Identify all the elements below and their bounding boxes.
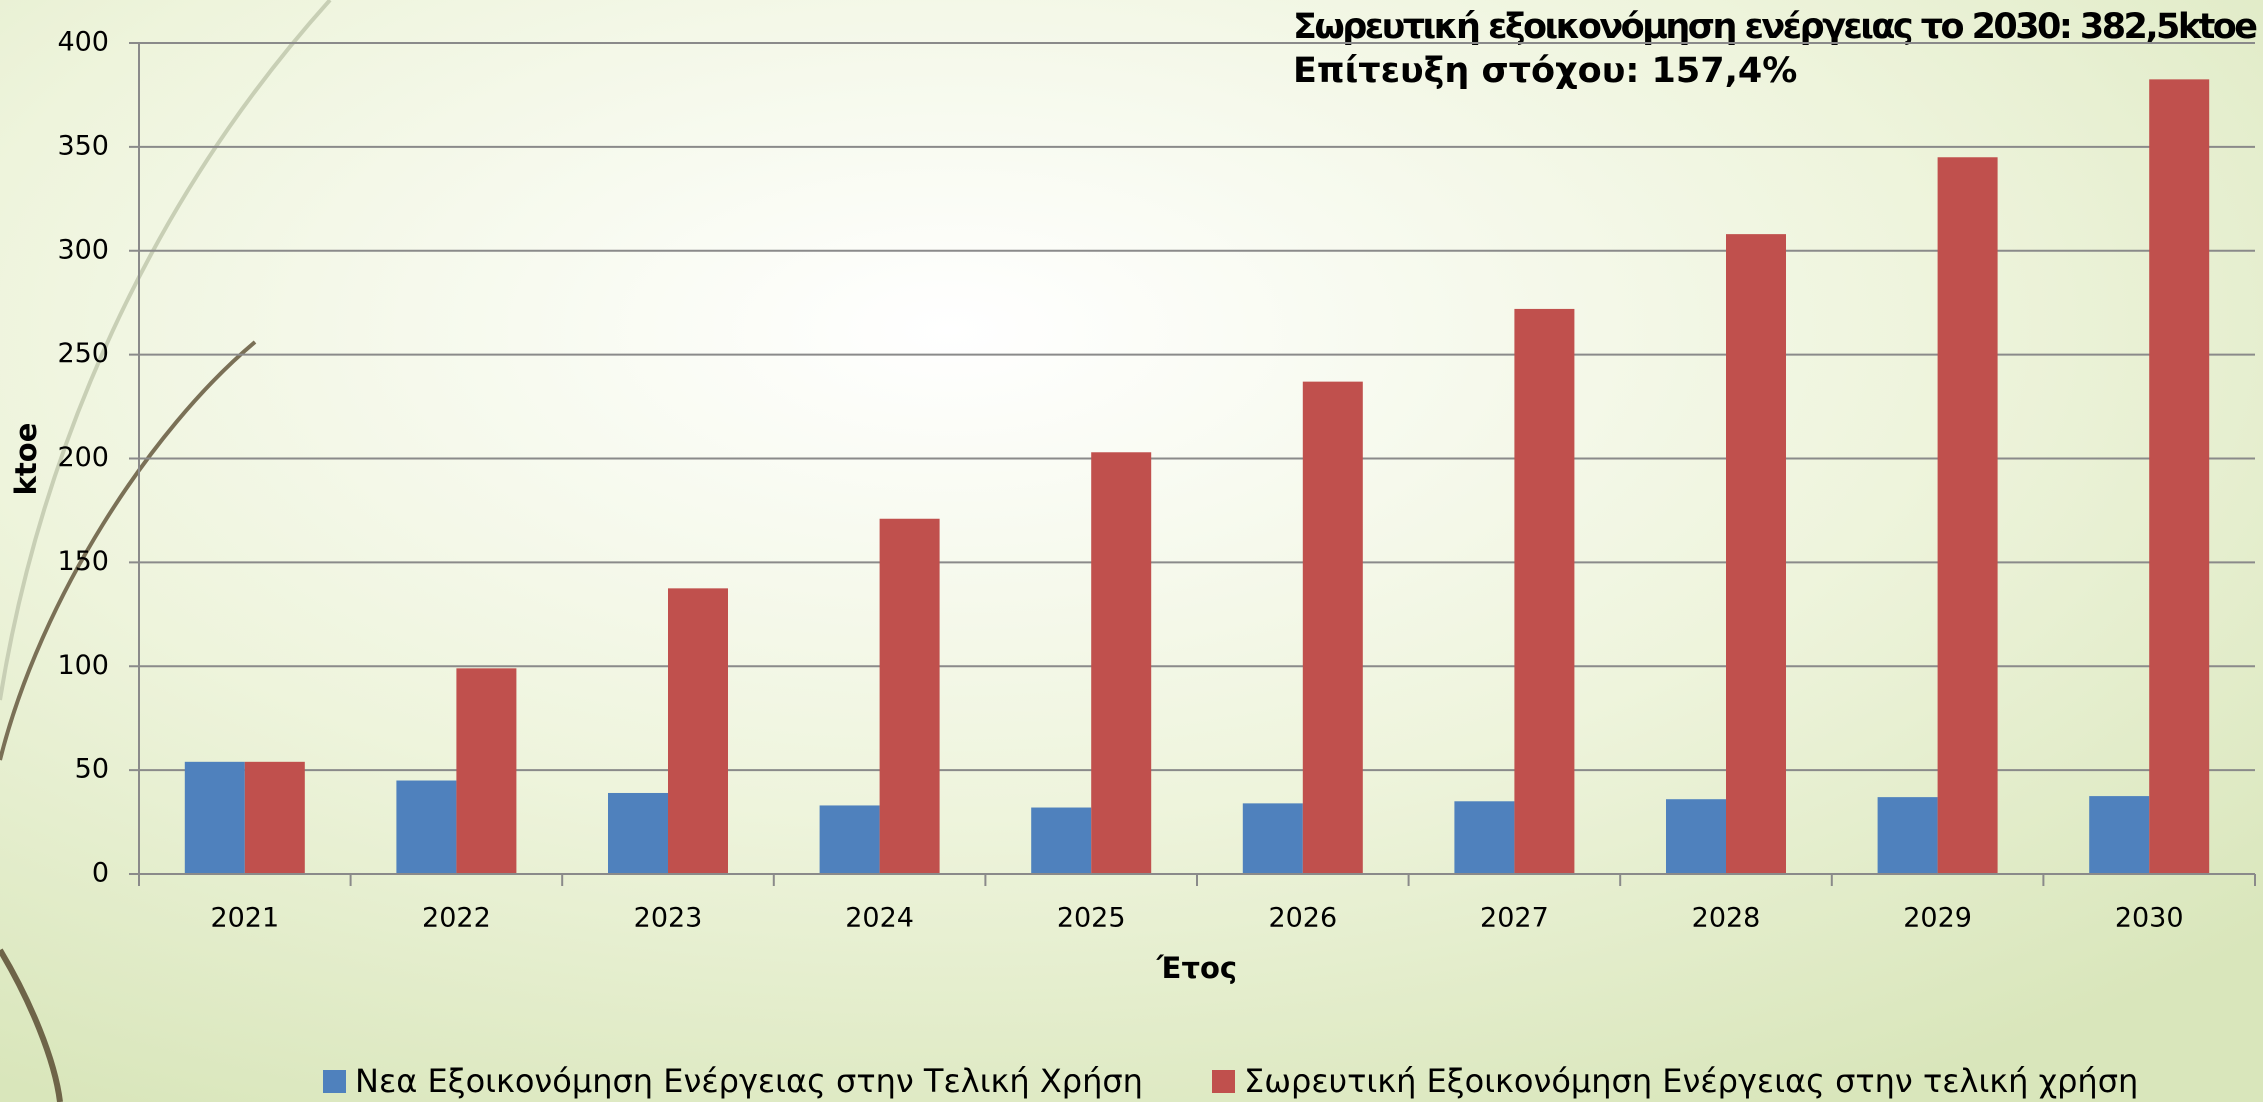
bar [608, 793, 668, 874]
legend-label: Νεα Εξοικονόμηση Ενέργειας στην Τελική Χ… [355, 1062, 1143, 1100]
y-tick-label: 350 [57, 130, 109, 161]
x-tick-label: 2024 [845, 903, 914, 934]
x-tick-label: 2023 [634, 903, 703, 934]
x-tick-label: 2028 [1692, 903, 1761, 934]
page: {"chart_data": {"type": "bar", "annotati… [0, 0, 2263, 1102]
x-axis-title: Έτος [1156, 951, 1237, 985]
bar [1243, 803, 1303, 874]
bar [668, 588, 728, 874]
bar [880, 519, 940, 874]
y-tick-label: 50 [75, 754, 109, 785]
y-tick-label: 150 [57, 546, 109, 577]
y-tick-label: 200 [57, 442, 109, 473]
chart: Σωρευτική εξοικονόμηση ενέργειας το 2030… [0, 0, 2263, 1102]
bar [1031, 808, 1091, 874]
bar [2149, 79, 2209, 874]
y-tick-label: 300 [57, 234, 109, 265]
bar [1303, 382, 1363, 874]
annotation: Επίτευξη στόχου: 157,4% [1293, 51, 1797, 91]
bar [396, 781, 456, 874]
legend-swatch [1212, 1070, 1235, 1093]
y-axis-title: ktoe [9, 423, 43, 496]
annotation: Σωρευτική εξοικονόμηση ενέργειας το 2030… [1293, 7, 2258, 47]
bar [1454, 801, 1514, 874]
legend-label: Σωρευτική Εξοικονόμηση Ενέργειας στην τε… [1244, 1062, 2138, 1100]
bar [456, 668, 516, 874]
x-tick-label: 2025 [1057, 903, 1126, 934]
bar [1726, 234, 1786, 874]
x-tick-label: 2029 [1903, 903, 1972, 934]
bar [185, 762, 245, 874]
bar [1666, 799, 1726, 874]
y-tick-label: 400 [57, 27, 109, 58]
x-tick-label: 2021 [210, 903, 279, 934]
bar [245, 762, 305, 874]
y-tick-label: 100 [57, 650, 109, 681]
x-tick-label: 2027 [1480, 903, 1549, 934]
x-tick-label: 2030 [2115, 903, 2184, 934]
legend-swatch [323, 1070, 346, 1093]
bar [2089, 796, 2149, 874]
x-tick-label: 2026 [1268, 903, 1337, 934]
x-tick-label: 2022 [422, 903, 491, 934]
y-tick-label: 0 [92, 858, 109, 889]
y-tick-label: 250 [57, 338, 109, 369]
bar [1878, 797, 1938, 874]
bar [820, 805, 880, 874]
bar [1514, 309, 1574, 874]
bar [1091, 452, 1151, 874]
bar [1938, 157, 1998, 874]
